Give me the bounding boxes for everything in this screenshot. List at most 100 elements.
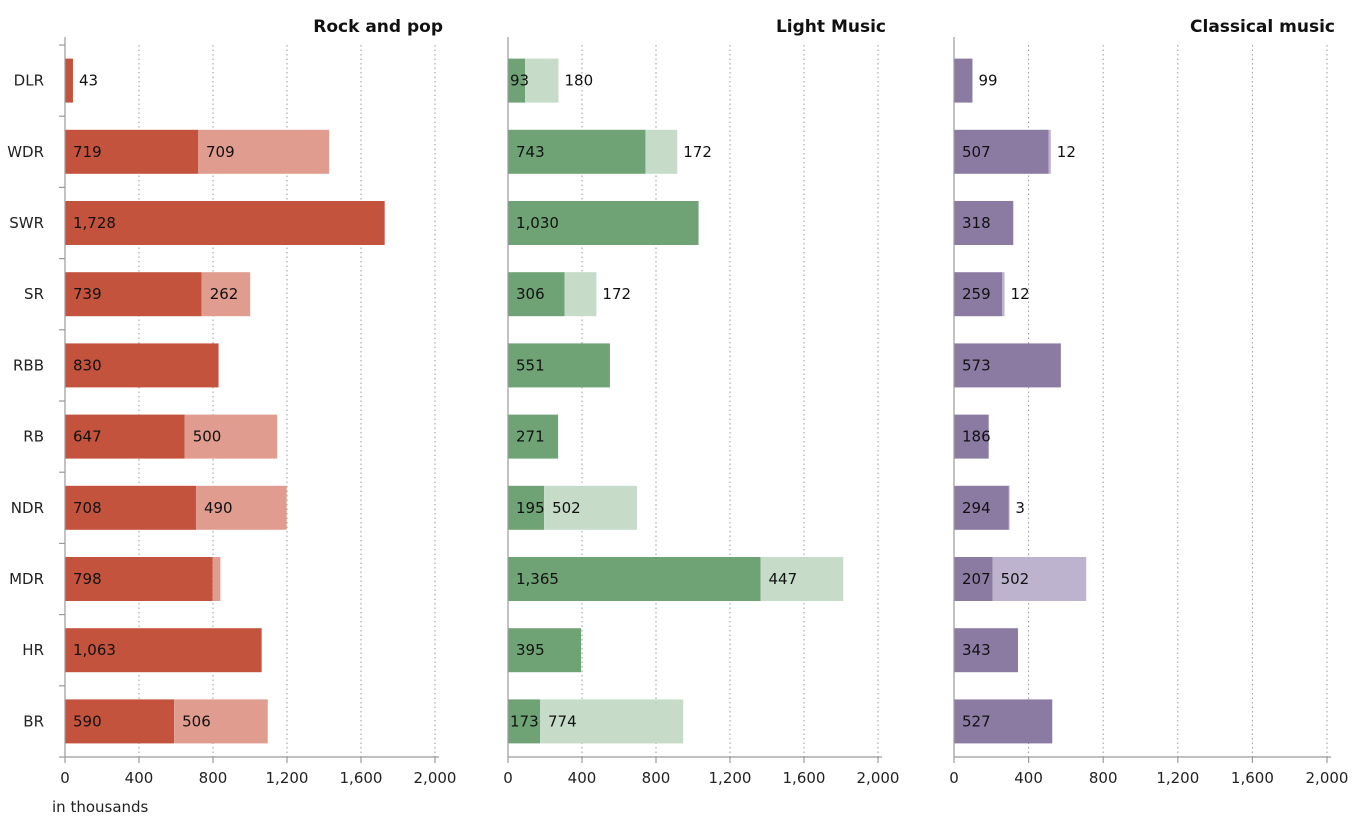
- panel-3-bar-mdr-s1: [954, 557, 993, 601]
- panel-2-value-label-rb-s1: 271: [516, 428, 545, 446]
- panel-2-bar-wdr-s1: [508, 129, 646, 174]
- category-label-swr: SWR: [9, 214, 44, 232]
- panel-2-value-label-sr-s2: 172: [602, 285, 631, 303]
- panel-3-x-tick-label-3: 1,200: [1156, 769, 1199, 787]
- panel-2-bar-wdr-s2: [645, 129, 678, 174]
- panel-2-x-tick-label-5: 2,000: [857, 769, 900, 787]
- panel-2-value-label-hr-s1: 395: [516, 641, 545, 659]
- category-label-hr: HR: [22, 641, 44, 659]
- panel-2-value-label-mdr-s2: 447: [769, 570, 798, 588]
- panel-1-value-label-mdr-s1: 798: [73, 570, 102, 588]
- panel-2-bar-dlr-s2: [525, 58, 559, 103]
- panel-2-bar-rb-s1: [508, 414, 559, 459]
- panel-3-bar-hr-s1: [954, 628, 1018, 673]
- panel-2-x-tick-label-4: 1,600: [783, 769, 826, 787]
- panel-1-x-tick-label-0: 0: [60, 769, 70, 787]
- panel-1-x-tick-label-4: 1,600: [340, 769, 383, 787]
- category-label-rb: RB: [23, 428, 44, 446]
- panel-1-x-tick-label-1: 400: [125, 769, 154, 787]
- panel-1-bar-mdr-s1: [65, 557, 213, 601]
- unit-label: in thousands: [52, 798, 149, 816]
- panel-2-value-label-rbb-s1: 551: [516, 356, 545, 374]
- panel-1-value-label-rb-s1: 647: [73, 428, 102, 446]
- panel-3-bar-sr-s1: [954, 272, 1003, 317]
- panel-2-bar-hr-s1: [508, 628, 582, 673]
- panel-3-bar-wdr-s1: [954, 129, 1049, 174]
- panel-1-bar-ndr-s2: [195, 485, 287, 530]
- panel-1-bar-mdr-s2: [212, 557, 221, 601]
- panel-1-value-label-br-s1: 590: [73, 712, 102, 730]
- panel-2-value-label-dlr-s1: 93: [510, 72, 529, 90]
- panel-1-value-label-dlr-s1: 43: [79, 72, 98, 90]
- panel-2-bar-mdr-s2: [760, 557, 844, 601]
- panel-3-bar-rb-s1: [954, 414, 989, 459]
- category-label-mdr: MDR: [9, 570, 44, 588]
- panel-2-bar-sr-s1: [508, 272, 565, 317]
- panel-3-x-tick-label-5: 2,000: [1306, 769, 1349, 787]
- panel-2-x-tick-label-3: 1,200: [709, 769, 752, 787]
- panel-1-bar-swr-s1: [65, 201, 385, 245]
- panel-2-value-label-wdr-s1: 743: [516, 143, 545, 161]
- panel-2-value-label-ndr-s2: 502: [552, 499, 581, 517]
- category-label-wdr: WDR: [7, 143, 44, 161]
- panel-1-value-label-ndr-s1: 708: [73, 499, 102, 517]
- panel-2-title: Light Music: [776, 17, 886, 37]
- panel-3-value-label-rb-s1: 186: [962, 428, 991, 446]
- panel-1-value-label-wdr-s2: 709: [206, 143, 235, 161]
- panel-3-bar-rbb-s1: [954, 343, 1061, 388]
- panel-1-x-tick-label-3: 1,200: [266, 769, 309, 787]
- panel-2-value-label-wdr-s2: 172: [683, 143, 712, 161]
- panel-1-value-label-wdr-s1: 719: [73, 143, 102, 161]
- panel-1-bar-hr-s1: [65, 628, 262, 673]
- panel-2-value-label-br-s2: 774: [548, 712, 577, 730]
- panel-3-x-tick-label-2: 800: [1089, 769, 1118, 787]
- category-label-sr: SR: [24, 285, 44, 303]
- panel-1-value-label-swr-s1: 1,728: [73, 214, 116, 232]
- panel-1-title: Rock and pop: [313, 17, 443, 37]
- panel-2-x-tick-label-0: 0: [503, 769, 513, 787]
- panel-2-bar-dlr-s1: [508, 58, 526, 103]
- panel-2-bar-br-s2: [540, 699, 684, 744]
- panel-3-bar-dlr-s1: [954, 58, 973, 103]
- panel-3-value-label-rbb-s1: 573: [962, 356, 991, 374]
- panel-3-x-tick-label-4: 1,600: [1231, 769, 1274, 787]
- panel-1-x-tick-label-5: 2,000: [414, 769, 457, 787]
- panel-3-bar-mdr-s2: [992, 557, 1087, 601]
- panel-2-value-label-sr-s1: 306: [516, 285, 545, 303]
- panel-1-value-label-hr-s1: 1,063: [73, 641, 116, 659]
- panel-2-bar-swr-s1: [508, 201, 699, 245]
- panel-1-bar-sr-s2: [201, 272, 251, 317]
- panel-3-bar-swr-s1: [954, 201, 1014, 245]
- panel-3-value-label-hr-s1: 343: [962, 641, 991, 659]
- panel-2-value-label-swr-s1: 1,030: [516, 214, 559, 232]
- panel-3-x-tick-label-0: 0: [949, 769, 959, 787]
- panel-1-bar-rb-s2: [184, 414, 278, 459]
- panel-1-bar-wdr-s2: [198, 129, 330, 174]
- panel-3-value-label-dlr-s1: 99: [978, 72, 997, 90]
- panel-3-bar-wdr-s2: [1048, 129, 1051, 174]
- panel-2-value-label-dlr-s2: 180: [565, 72, 594, 90]
- panel-3-x-tick-label-1: 400: [1014, 769, 1043, 787]
- panel-3-value-label-wdr-s2: 12: [1057, 143, 1076, 161]
- panel-3-value-label-mdr-s1: 207: [962, 570, 991, 588]
- panel-2-bar-ndr-s2: [544, 485, 637, 530]
- panel-3-bar-ndr-s1: [954, 485, 1009, 530]
- panel-1-value-label-ndr-s2: 490: [204, 499, 233, 517]
- panel-2-bar-mdr-s1: [508, 557, 761, 601]
- panel-3-value-label-mdr-s2: 502: [1001, 570, 1030, 588]
- category-label-ndr: NDR: [11, 499, 44, 517]
- panel-2-value-label-ndr-s1: 195: [516, 499, 545, 517]
- panel-3-bar-ndr-s2: [1008, 485, 1010, 530]
- panel-1-value-label-br-s2: 506: [182, 712, 211, 730]
- panel-1-bar-br-s1: [65, 699, 175, 744]
- panel-2-value-label-mdr-s1: 1,365: [516, 570, 559, 588]
- category-label-dlr: DLR: [14, 72, 44, 90]
- panel-1-value-label-rb-s2: 500: [193, 428, 222, 446]
- panel-1-value-label-sr-s1: 739: [73, 285, 102, 303]
- panel-3-value-label-wdr-s1: 507: [962, 143, 991, 161]
- panel-2-bar-br-s1: [508, 699, 541, 744]
- panel-1-value-label-sr-s2: 262: [210, 285, 239, 303]
- panel-2-bar-rbb-s1: [508, 343, 610, 388]
- panel-3-value-label-sr-s1: 259: [962, 285, 991, 303]
